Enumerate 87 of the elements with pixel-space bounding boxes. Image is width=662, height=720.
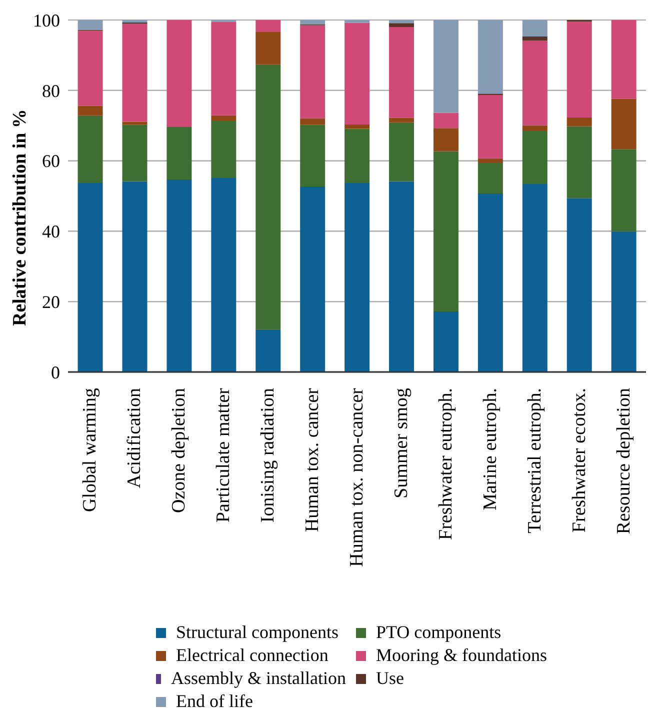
bar — [433, 151, 458, 312]
bar — [389, 23, 414, 28]
bar — [611, 20, 636, 99]
x-tick-label: Human tox. cancer — [302, 387, 324, 532]
legend-label: Electrical connection — [176, 645, 328, 666]
x-tick-label: Acidification — [124, 388, 146, 488]
x-tick-label: Resource depletion — [613, 388, 634, 534]
x-tick-label: Terrestrial eutroph. — [524, 388, 546, 534]
bar — [300, 186, 326, 372]
bar — [478, 162, 503, 194]
y-tick-label: 0 — [51, 362, 60, 382]
y-tick-label: 40 — [42, 222, 60, 242]
legend-label: PTO components — [376, 622, 502, 643]
bar — [300, 118, 326, 125]
bar — [344, 20, 370, 23]
bar — [256, 64, 281, 330]
x-tick-label: Summer smog — [390, 388, 412, 498]
bar — [78, 115, 103, 183]
bar — [522, 36, 548, 41]
x-tick-label: Particulate matter — [213, 387, 234, 523]
bar — [211, 115, 236, 122]
bar — [478, 194, 503, 372]
bar — [122, 122, 148, 125]
bar — [611, 231, 636, 372]
x-tick-label: Freshwater ecotox. — [568, 388, 590, 533]
bar — [256, 329, 281, 372]
bar — [522, 125, 548, 131]
bar — [389, 181, 414, 372]
x-tick-label: Ozone depletion — [168, 388, 190, 514]
bar — [344, 22, 370, 125]
legend-label: Use — [376, 668, 404, 689]
bar — [78, 106, 103, 116]
y-tick-label: 100 — [33, 10, 60, 30]
bar — [478, 158, 503, 163]
bar — [566, 126, 592, 198]
bar — [300, 20, 326, 24]
bar — [166, 20, 192, 128]
bar — [344, 182, 370, 372]
bar — [256, 20, 281, 32]
bar — [478, 20, 503, 94]
bar — [389, 20, 414, 24]
bar — [78, 30, 103, 106]
bar — [389, 27, 414, 118]
bar — [300, 124, 326, 186]
bar — [211, 121, 236, 178]
bar — [78, 182, 103, 372]
bar — [78, 20, 103, 30]
bar — [611, 98, 636, 150]
x-tick-label: Freshwater eutroph. — [435, 388, 456, 540]
x-tick-label: Marine eutroph. — [480, 388, 501, 510]
bar — [566, 198, 592, 372]
bar — [389, 118, 414, 122]
bar — [344, 128, 370, 183]
bar — [166, 179, 192, 372]
y-tick-label: 80 — [42, 80, 60, 101]
bar — [122, 181, 148, 372]
bar — [211, 22, 236, 116]
bar — [522, 20, 548, 37]
bar — [433, 112, 458, 128]
y-axis-title: Relative contribution in % — [10, 109, 31, 326]
legend-label: Structural components — [176, 622, 338, 643]
bar — [166, 127, 192, 180]
legend-label: Mooring & foundations — [376, 645, 547, 666]
bar — [389, 122, 414, 182]
bar — [433, 20, 458, 113]
bar — [522, 130, 548, 184]
legend-label: End of life — [176, 691, 253, 712]
y-tick-label: 20 — [42, 292, 60, 312]
bar — [122, 24, 148, 122]
x-tick-label: Global warming — [80, 388, 101, 512]
bar — [300, 25, 326, 118]
bar — [256, 32, 281, 64]
y-tick-label: 60 — [42, 151, 60, 172]
x-tick-label: Human tox. non-cancer — [346, 387, 368, 567]
bar — [433, 128, 458, 152]
bar — [566, 118, 592, 126]
x-tick-label: Ionising radiation — [258, 388, 279, 523]
bar — [211, 178, 236, 372]
bar — [478, 94, 503, 158]
bar — [566, 22, 592, 118]
bar — [122, 124, 148, 182]
bar — [522, 184, 548, 372]
bar — [522, 40, 548, 126]
bar — [611, 149, 636, 232]
bar — [433, 311, 458, 372]
legend-label: Assembly & installation — [171, 668, 346, 689]
bar — [344, 124, 370, 129]
